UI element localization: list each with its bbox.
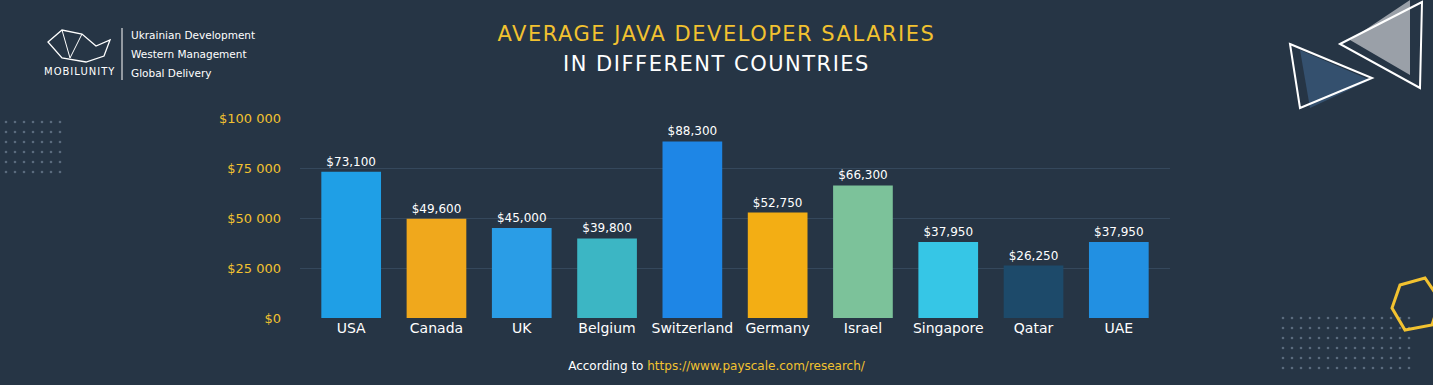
svg-text:$66,300: $66,300 [838, 168, 888, 182]
html-text:Western Management: Western Management [131, 48, 247, 60]
svg-text:$45,000: $45,000 [497, 211, 547, 225]
svg-text:$50 000: $50 000 [227, 211, 281, 226]
svg-text:$25 000: $25 000 [227, 261, 281, 276]
svg-text:$52,750: $52,750 [753, 196, 803, 210]
svg-text:USA: USA [337, 320, 366, 336]
svg-text:$88,300: $88,300 [668, 124, 718, 138]
svg-text:$73,100: $73,100 [326, 155, 376, 169]
html-text:Ukrainian Development: Ukrainian Development [131, 29, 256, 41]
svg-text:$49,600: $49,600 [412, 202, 462, 216]
html-text:Global Delivery: Global Delivery [131, 67, 212, 79]
svg-text:UK: UK [512, 320, 532, 336]
svg-text:Israel: Israel [844, 320, 882, 336]
svg-text:$37,950: $37,950 [1094, 225, 1144, 239]
svg-text:Germany: Germany [745, 320, 809, 336]
svg-text:Qatar: Qatar [1014, 320, 1054, 336]
svg-text:$75 000: $75 000 [227, 161, 281, 176]
html-text:According to https://www.paysc: According to https://www.payscale.com/re… [568, 359, 865, 373]
svg-text:$0: $0 [264, 311, 281, 326]
svg-text:$39,800: $39,800 [582, 221, 632, 235]
svg-text:Singapore: Singapore [913, 320, 984, 336]
svg-text:$26,250: $26,250 [1009, 249, 1059, 263]
html-text:MOBILUNITY: MOBILUNITY [44, 66, 116, 77]
svg-text:$100 000: $100 000 [219, 111, 281, 126]
html-text:AVERAGE JAVA DEVELOPER SALARIE: AVERAGE JAVA DEVELOPER SALARIES [497, 22, 936, 46]
svg-text:Canada: Canada [410, 320, 463, 336]
svg-text:Switzerland: Switzerland [652, 320, 734, 336]
svg-text:Belgium: Belgium [578, 320, 635, 336]
html-text:IN DIFFERENT COUNTRIES: IN DIFFERENT COUNTRIES [563, 52, 870, 76]
svg-text:$37,950: $37,950 [923, 225, 973, 239]
svg-text:UAE: UAE [1104, 320, 1133, 336]
